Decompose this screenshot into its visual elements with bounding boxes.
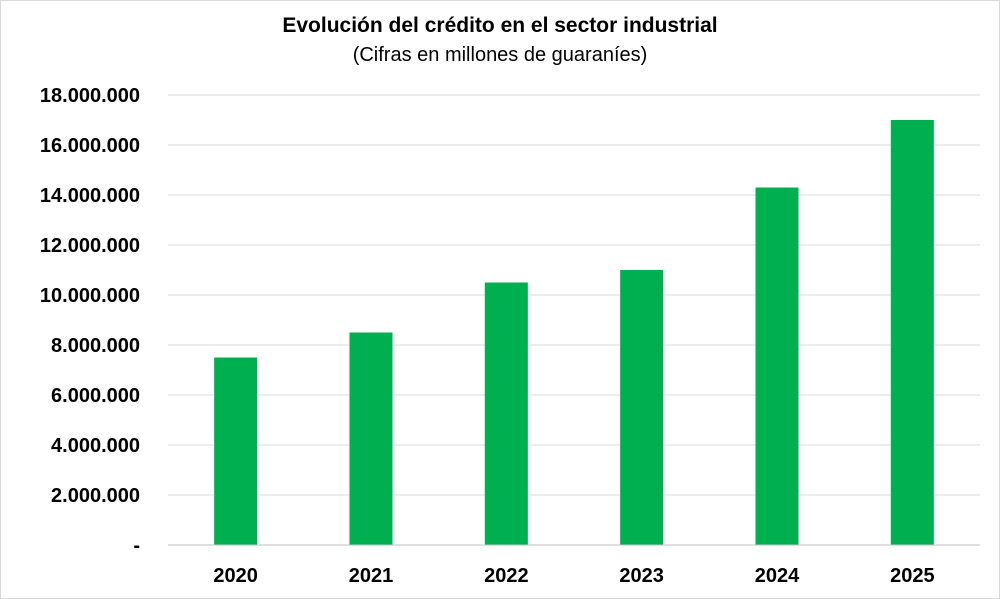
y-tick-label: 8.000.000 bbox=[51, 335, 140, 357]
chart-subtitle: (Cifras en millones de guaraníes) bbox=[352, 44, 648, 66]
x-tick-label: 2021 bbox=[349, 565, 394, 587]
y-tick-label: 16.000.000 bbox=[40, 135, 140, 157]
x-tick-label: 2022 bbox=[484, 565, 529, 587]
bar-2023 bbox=[620, 270, 664, 545]
bars bbox=[214, 120, 934, 545]
bar-2025 bbox=[890, 120, 934, 545]
bar-2020 bbox=[214, 357, 258, 545]
x-tick-label: 2025 bbox=[890, 565, 935, 587]
x-tick-label: 2020 bbox=[213, 565, 258, 587]
x-axis: 2020 2021 2022 2023 2024 2025 bbox=[168, 544, 980, 587]
y-tick-label: 18.000.000 bbox=[40, 85, 140, 107]
y-axis: - 2.000.000 4.000.000 6.000.000 8.000.000 10.… bbox=[40, 85, 140, 557]
y-tick-label: 4.000.000 bbox=[51, 435, 140, 457]
chart-title: Evolución del crédito en el sector indus… bbox=[282, 14, 718, 37]
y-tick-label: 2.000.000 bbox=[51, 485, 140, 507]
y-tick-label: 6.000.000 bbox=[51, 385, 140, 407]
bar-2024 bbox=[755, 187, 799, 545]
x-tick-label: 2023 bbox=[619, 565, 664, 587]
y-tick-label: 10.000.000 bbox=[40, 285, 140, 307]
y-tick-label: 14.000.000 bbox=[40, 185, 140, 207]
bar-2022 bbox=[484, 282, 528, 545]
y-tick-label: - bbox=[133, 535, 140, 557]
bar-2021 bbox=[349, 332, 393, 545]
x-tick-label: 2024 bbox=[755, 565, 800, 587]
gridlines bbox=[168, 94, 980, 496]
y-tick-label: 12.000.000 bbox=[40, 235, 140, 257]
